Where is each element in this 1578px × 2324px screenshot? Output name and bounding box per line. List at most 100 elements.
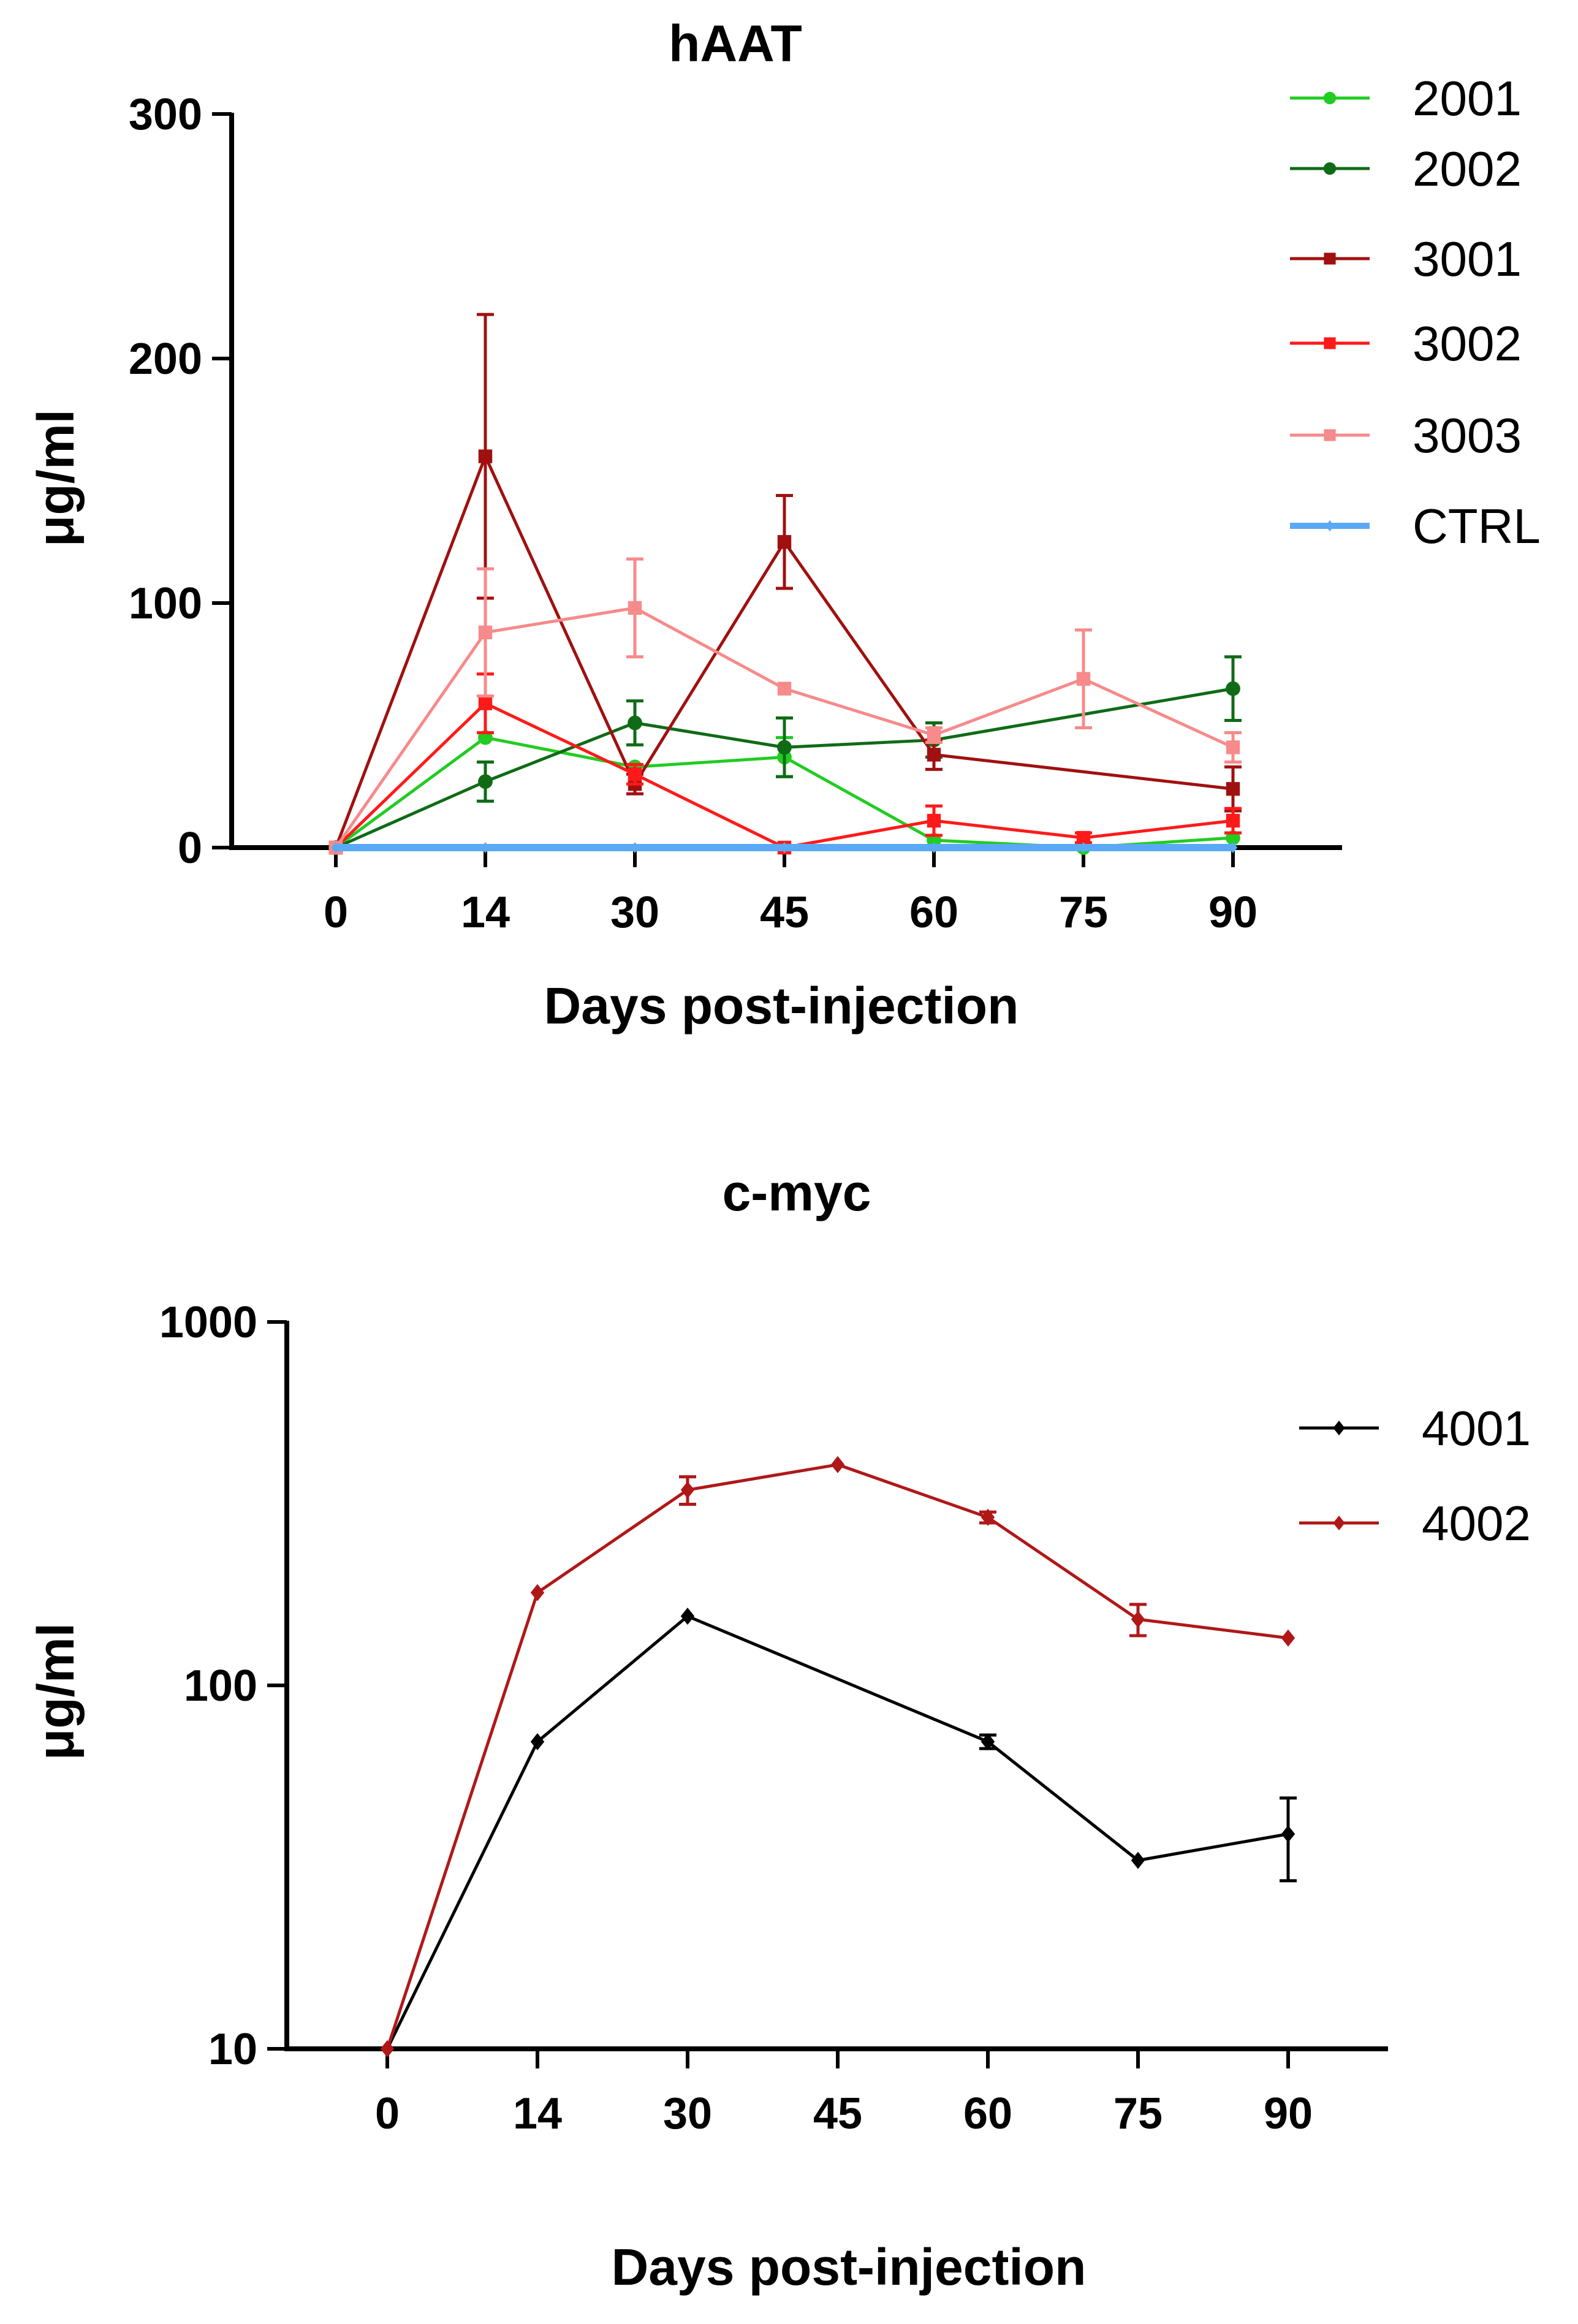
legend: 2001 2002 3001 3002 3003 CTRL [1290, 71, 1541, 553]
series-line [335, 687, 1234, 849]
data-point [830, 1456, 845, 1473]
y-tick-label: 300 [129, 90, 202, 139]
series-group [328, 313, 1242, 855]
data-point [1226, 740, 1240, 754]
data-point [1131, 1851, 1145, 1869]
data-point [680, 1608, 695, 1625]
data-point [1226, 681, 1240, 696]
legend-label: 4002 [1422, 1496, 1531, 1551]
legend-marker [1324, 253, 1336, 265]
legend-label: CTRL [1413, 499, 1541, 553]
data-point [478, 449, 493, 463]
chart-title: c-myc [723, 1164, 871, 1221]
y-tick-label: 10 [208, 2025, 257, 2074]
data-point [981, 1733, 995, 1750]
x-tick-label: 75 [1113, 2089, 1163, 2138]
data-point [478, 625, 493, 640]
data-point [981, 1508, 995, 1526]
y-axis-label: μg/ml [27, 409, 85, 547]
data-point [530, 1733, 545, 1750]
legend-marker [1333, 1516, 1345, 1530]
legend-item: CTRL [1290, 499, 1541, 553]
y-tick-label: 1000 [159, 1298, 257, 1347]
x-tick-label: 45 [760, 888, 809, 937]
data-point [628, 767, 642, 781]
legend-item: 3003 [1290, 408, 1522, 463]
x-tick-label: 90 [1264, 2089, 1313, 2138]
series-line [334, 455, 1234, 848]
x-tick-label: 45 [813, 2089, 862, 2138]
legend-label: 2001 [1413, 71, 1522, 126]
x-axis-label: Days post-injection [612, 2238, 1087, 2296]
series-CTRL [331, 842, 1238, 853]
y-tick-label: 0 [178, 824, 202, 873]
chart-panel-cmyc: c-myc μg/ml Days post-injection 10 100 100… [27, 1164, 1531, 2296]
data-point [628, 601, 642, 615]
y-axis-label: μg/ml [27, 1623, 85, 1760]
legend-label: 4001 [1422, 1401, 1531, 1456]
legend-marker [1333, 1421, 1345, 1435]
legend-item: 2002 [1290, 142, 1522, 196]
data-point [777, 535, 792, 549]
series-4002 [380, 1456, 1295, 2057]
legend-item: 3002 [1290, 316, 1522, 371]
x-tick-label: 75 [1059, 888, 1108, 937]
data-point [1281, 1825, 1295, 1843]
series-3003 [328, 557, 1242, 855]
legend: 4001 4002 [1299, 1401, 1531, 1551]
x-tick-label: 60 [909, 888, 958, 937]
x-tick-label: 0 [324, 888, 348, 937]
y-tick-label: 100 [129, 579, 202, 628]
series-line [385, 1614, 1289, 2050]
y-ticks: 0 100 200 300 [129, 90, 232, 873]
x-ticks: 0 14 30 45 60 75 90 [375, 2049, 1313, 2138]
x-tick-label: 14 [461, 888, 510, 937]
legend-label: 3002 [1413, 316, 1522, 371]
y-tick-label: 100 [184, 1661, 257, 1711]
data-point [1226, 813, 1240, 828]
data-point [628, 715, 642, 731]
y-ticks: 10 100 1000 [159, 1298, 287, 2074]
data-point [478, 774, 493, 789]
x-tick-label: 14 [513, 2089, 562, 2138]
legend-label: 3001 [1413, 232, 1522, 286]
series-group [380, 1456, 1297, 2057]
legend-item: 2001 [1290, 71, 1522, 126]
data-point [927, 813, 941, 828]
data-point [1228, 842, 1238, 853]
data-point [1131, 1611, 1145, 1628]
data-point [630, 842, 640, 853]
legend-item: 4002 [1299, 1496, 1531, 1551]
x-axis-label: Days post-injection [544, 977, 1019, 1035]
legend-item: 3001 [1290, 232, 1522, 286]
data-point [1226, 782, 1240, 796]
data-point [1079, 842, 1088, 853]
data-point [929, 842, 939, 853]
data-point [478, 696, 493, 710]
x-tick-label: 30 [610, 888, 659, 937]
x-tick-label: 60 [963, 2089, 1012, 2138]
legend-label: 3003 [1413, 408, 1522, 463]
data-point [1076, 672, 1091, 686]
data-point [380, 2040, 395, 2057]
data-point [927, 748, 941, 762]
chart-title: hAAT [669, 15, 802, 72]
data-point [680, 1481, 695, 1499]
data-point [1076, 830, 1091, 845]
data-point [780, 842, 789, 853]
legend-label: 2002 [1413, 142, 1522, 196]
legend-marker [1323, 162, 1337, 175]
data-point [777, 740, 792, 755]
legend-marker [1325, 520, 1335, 531]
x-tick-label: 30 [663, 2089, 712, 2138]
legend-marker [1324, 429, 1336, 441]
data-point [530, 1584, 545, 1601]
legend-item: 4001 [1299, 1401, 1531, 1456]
x-tick-label: 90 [1208, 888, 1257, 937]
legend-marker [1324, 337, 1336, 349]
y-tick-label: 200 [129, 335, 202, 384]
data-point [480, 842, 490, 853]
legend-marker [1323, 91, 1337, 105]
chart-panel-haat: hAAT μg/ml Days post-injection 0 100 200 30… [27, 15, 1541, 1035]
